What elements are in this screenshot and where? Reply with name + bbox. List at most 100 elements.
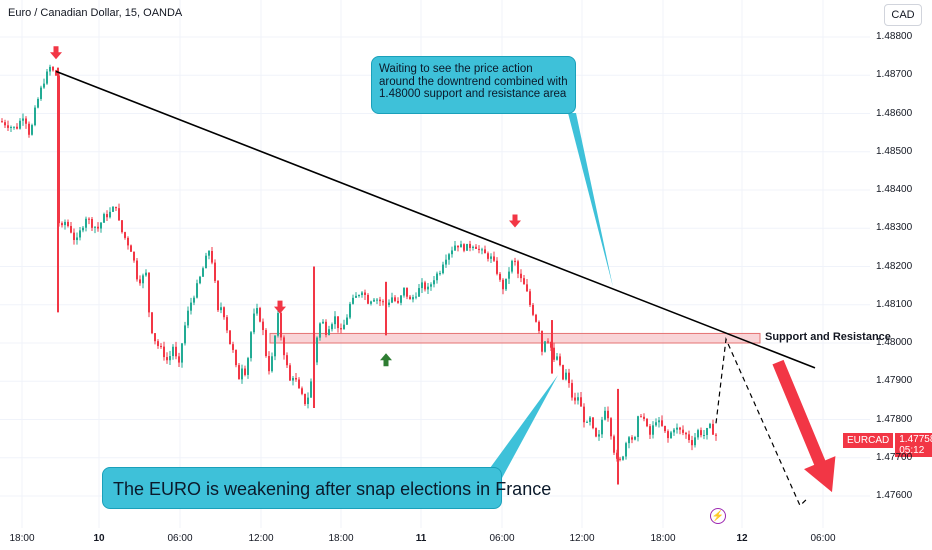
candle-body xyxy=(682,429,684,433)
candle-body xyxy=(391,297,393,303)
candle-body xyxy=(22,118,24,121)
currency-button[interactable]: CAD xyxy=(884,4,922,26)
candle-body xyxy=(124,232,126,238)
candle-body xyxy=(325,321,327,335)
candle-body xyxy=(466,243,468,251)
candle-body xyxy=(442,264,444,274)
candle-body xyxy=(625,443,627,457)
candle-body xyxy=(463,244,465,251)
candle-body xyxy=(277,313,279,336)
lightning-icon[interactable]: ⚡ xyxy=(710,508,726,524)
candle-body xyxy=(502,279,504,290)
candle-body xyxy=(169,356,171,361)
candle-body xyxy=(184,325,186,344)
candle-body xyxy=(112,206,114,212)
candle-body xyxy=(568,372,570,384)
candle-body xyxy=(667,431,669,439)
downtrend-line[interactable] xyxy=(55,70,816,369)
candle-body xyxy=(70,226,72,233)
candle-body xyxy=(115,206,117,209)
candle-body xyxy=(532,304,534,315)
candle-body xyxy=(400,295,402,303)
candle-body xyxy=(523,278,525,285)
candle-body xyxy=(613,436,615,453)
candle-body xyxy=(190,302,192,311)
candle-body xyxy=(49,66,51,72)
candle-body xyxy=(412,297,414,300)
candle-body xyxy=(529,291,531,305)
candle-body xyxy=(361,292,363,296)
candle-body xyxy=(397,300,399,303)
candle-body xyxy=(655,422,657,426)
candle-body xyxy=(394,297,396,301)
y-tick-label: 1.47800 xyxy=(876,413,913,425)
candle-body xyxy=(637,416,639,438)
candle-body xyxy=(541,330,543,352)
candle-body xyxy=(283,337,285,356)
candle-body xyxy=(409,296,411,300)
candle-body xyxy=(517,261,519,274)
candle-body xyxy=(238,365,240,380)
y-tick-label: 1.47700 xyxy=(876,451,913,463)
candle-body xyxy=(100,222,102,229)
candle-body xyxy=(13,126,15,128)
x-tick-label: 12:00 xyxy=(569,533,595,544)
candle-body xyxy=(562,365,564,380)
candle-body xyxy=(547,341,549,343)
candle-body xyxy=(250,332,252,359)
x-tick-label: 18:00 xyxy=(650,533,676,544)
candle-body xyxy=(430,284,432,287)
candle-body xyxy=(214,262,216,281)
support-resistance-zone[interactable] xyxy=(269,332,761,344)
candle-body xyxy=(1,121,3,123)
candle-body xyxy=(574,397,576,401)
candle-body xyxy=(670,432,672,439)
candle-body xyxy=(526,284,528,292)
candle-body xyxy=(229,330,231,345)
candle-body xyxy=(43,83,45,88)
x-tick-label: 06:00 xyxy=(810,533,836,544)
candle-body xyxy=(376,299,378,301)
candle-body xyxy=(511,260,513,272)
candle-body xyxy=(421,282,423,289)
candle-body xyxy=(370,301,372,304)
price-tag-countdown: 05:12 xyxy=(899,445,925,456)
candle-body xyxy=(601,419,603,435)
candle-body xyxy=(202,268,204,277)
x-tick-label: 10 xyxy=(93,533,105,544)
candle-body xyxy=(97,226,99,229)
candle-body xyxy=(310,381,312,398)
candle-body xyxy=(448,254,450,260)
candle-body xyxy=(712,423,714,435)
candle-body xyxy=(52,66,54,71)
candle-body xyxy=(256,308,258,314)
candle-body xyxy=(364,292,366,295)
y-tick-label: 1.47600 xyxy=(876,490,913,501)
candle-body xyxy=(595,428,597,437)
candle-body xyxy=(82,227,84,231)
candle-body xyxy=(538,321,540,331)
candle-body xyxy=(73,232,75,241)
candle-body xyxy=(433,280,435,285)
candle-body xyxy=(553,347,555,360)
candle-body xyxy=(508,271,510,279)
candle-body xyxy=(583,406,585,423)
projection-path[interactable] xyxy=(715,336,807,507)
candle-body xyxy=(652,425,654,435)
y-tick-label: 1.48700 xyxy=(876,69,913,81)
candle-body xyxy=(322,321,324,324)
top-callout-pointer xyxy=(568,113,613,287)
candle-body xyxy=(106,214,108,218)
candle-body xyxy=(628,437,630,444)
candle-body xyxy=(259,308,261,322)
candle-body xyxy=(622,456,624,460)
candle-body xyxy=(571,383,573,398)
candle-body xyxy=(475,246,477,249)
candle-body xyxy=(166,357,168,361)
candle-body xyxy=(697,430,699,438)
candle-body xyxy=(319,323,321,338)
big-down-arrow xyxy=(772,359,836,493)
candle-body xyxy=(406,287,408,297)
candle-body xyxy=(589,417,591,422)
candle-body xyxy=(175,346,177,357)
